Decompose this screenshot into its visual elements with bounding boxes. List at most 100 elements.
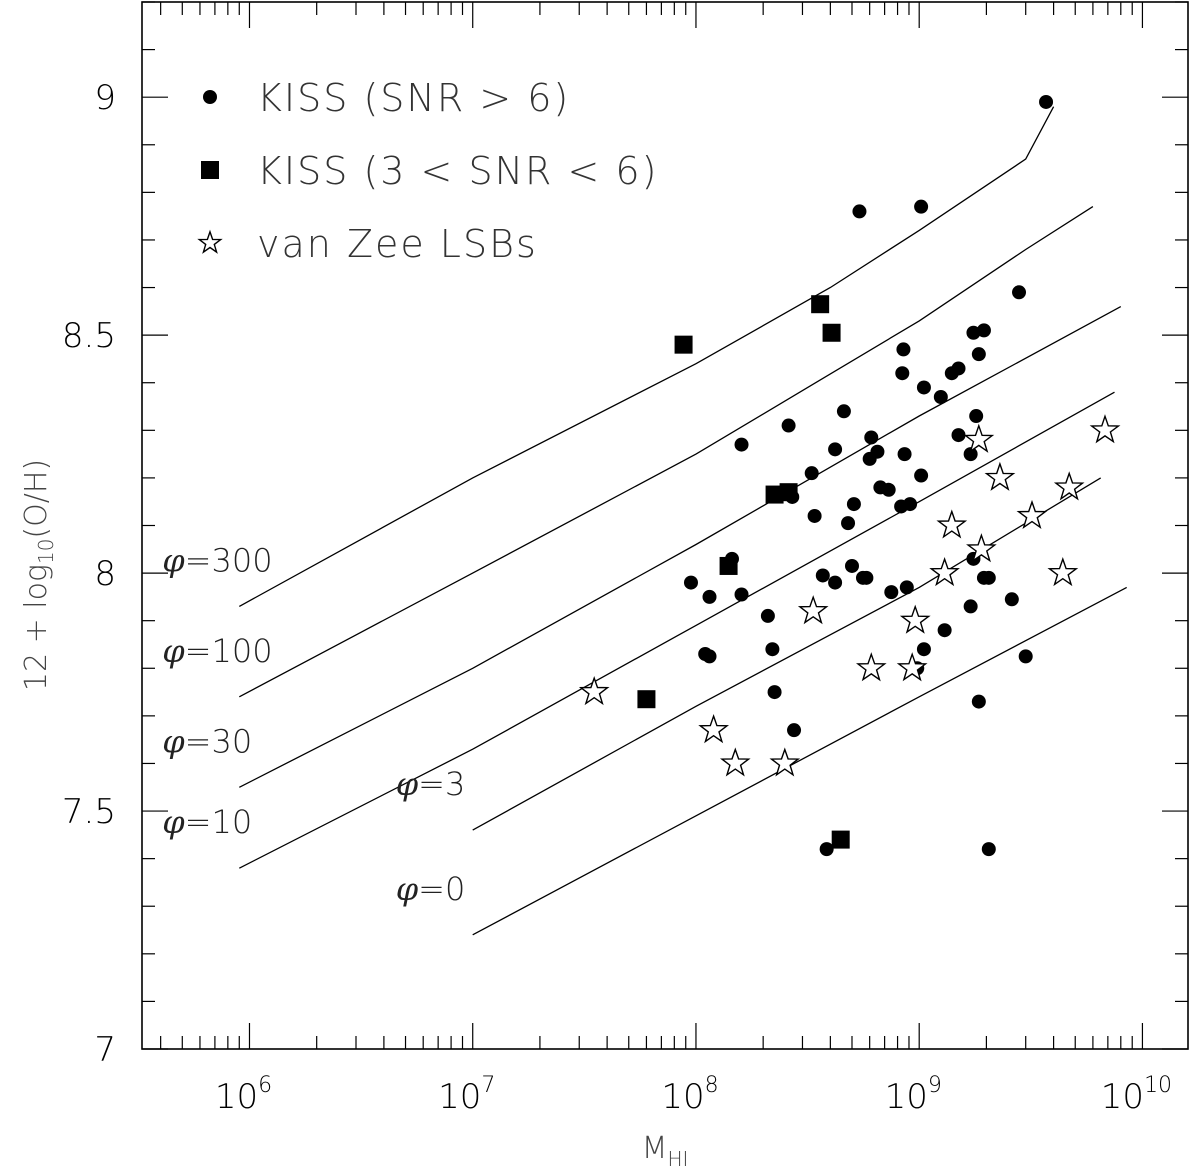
y-tick-label: 8.5 (62, 316, 116, 356)
data-point (896, 342, 911, 357)
data-point (971, 347, 986, 362)
x-axis-label-main: M (642, 1131, 668, 1166)
model-curve-phi-100-label: φ=100 (162, 632, 272, 670)
y-tick-label: 7.5 (62, 792, 116, 832)
data-point (897, 447, 912, 462)
model-curve-phi-0 (472, 586, 1128, 936)
data-point (702, 589, 717, 604)
data-point (637, 690, 656, 709)
x-tick-label: 1010 (1101, 1073, 1172, 1117)
data-point (815, 568, 830, 583)
y-tick-label: 8 (94, 554, 116, 594)
data-point (976, 323, 991, 338)
model-curve-phi-10-label: φ=10 (162, 803, 252, 841)
legend-label: KISS (3 < SNR < 6) (257, 149, 658, 193)
data-point (966, 325, 981, 340)
model-curve-labels: φ=300 φ=100 φ=30 φ=10 φ=3 φ=0 (162, 541, 465, 907)
x-axis-label-subscript: HI (667, 1147, 688, 1171)
model-curve-phi-30 (239, 306, 1122, 788)
data-point (767, 685, 782, 700)
data-point (929, 556, 960, 587)
series-van-zee-lsbs (578, 414, 1121, 777)
data-point (760, 608, 775, 623)
legend-label: KISS (SNR > 6) (257, 76, 570, 120)
data-point (896, 652, 928, 682)
data-point (933, 390, 948, 405)
data-points (578, 94, 1121, 857)
y-tick-labels: 7 7.5 8 8.5 9 (62, 78, 116, 1070)
data-point (836, 404, 851, 419)
data-point (1018, 649, 1033, 664)
legend-label: van Zee LSBs (257, 222, 538, 266)
data-point (765, 485, 784, 504)
data-point (881, 482, 896, 497)
model-curve-phi-300-label: φ=300 (162, 541, 272, 579)
series-kiss-3-snr-6 (637, 295, 850, 849)
data-point (1012, 285, 1027, 300)
data-point (698, 713, 730, 744)
data-point (831, 830, 850, 849)
y-axis-label-tail: (O/H) (19, 459, 54, 539)
data-point (734, 437, 749, 452)
legend-marker (203, 90, 217, 104)
data-point (1016, 499, 1048, 530)
data-point (944, 366, 959, 381)
model-curves (238, 106, 1128, 936)
data-point (981, 842, 996, 857)
data-point (895, 366, 910, 381)
data-point (781, 418, 796, 433)
data-point (846, 497, 861, 512)
legend-item-van-zee: van Zee LSBs (197, 222, 538, 266)
data-point (822, 323, 841, 342)
model-curve-phi-0-label: φ=0 (396, 870, 466, 908)
data-point (578, 675, 610, 706)
data-point (936, 509, 968, 539)
model-curve-phi-3 (472, 477, 1102, 831)
data-point (852, 204, 867, 219)
data-point (797, 595, 829, 625)
data-point (862, 451, 877, 466)
model-curve-phi-300 (238, 106, 1055, 607)
data-point (841, 516, 856, 531)
data-point (1004, 592, 1019, 607)
data-point (804, 466, 819, 481)
data-point (963, 423, 995, 453)
data-point (914, 199, 929, 214)
legend: KISS (SNR > 6) KISS (3 < SNR < 6) van Ze… (197, 76, 658, 266)
model-curve-phi-3-label: φ=3 (396, 765, 466, 803)
data-point (903, 497, 918, 512)
data-point (779, 483, 798, 502)
data-point (1089, 414, 1121, 444)
data-point (702, 649, 717, 664)
data-point (719, 747, 751, 777)
data-point (981, 570, 996, 585)
x-tick-label: 107 (438, 1073, 495, 1117)
data-point (899, 580, 914, 595)
data-point (769, 747, 801, 777)
data-point (884, 585, 899, 600)
data-point (828, 442, 843, 457)
data-point (951, 428, 966, 443)
axis-ticks (142, 1, 1188, 1050)
data-point (916, 380, 931, 395)
data-point (864, 430, 879, 445)
data-point (734, 587, 749, 602)
data-point (787, 723, 802, 738)
data-point (963, 599, 978, 614)
x-tick-labels: 106 107 108 109 1010 (215, 1073, 1172, 1117)
data-point (966, 533, 997, 563)
model-curve-phi-10 (239, 391, 1115, 869)
data-point (844, 558, 859, 573)
y-axis-label-subscript: 10 (34, 539, 58, 564)
data-point (971, 694, 986, 709)
model-curve-phi-100 (238, 206, 1094, 698)
data-point (914, 468, 929, 483)
model-curve-phi-30-label: φ=30 (162, 722, 252, 760)
y-tick-label: 9 (94, 78, 116, 118)
legend-item-kiss-low-snr: KISS (3 < SNR < 6) (201, 149, 658, 193)
x-tick-label: 109 (885, 1073, 942, 1117)
data-point (859, 570, 874, 585)
data-point (855, 652, 887, 682)
data-point (819, 842, 834, 857)
